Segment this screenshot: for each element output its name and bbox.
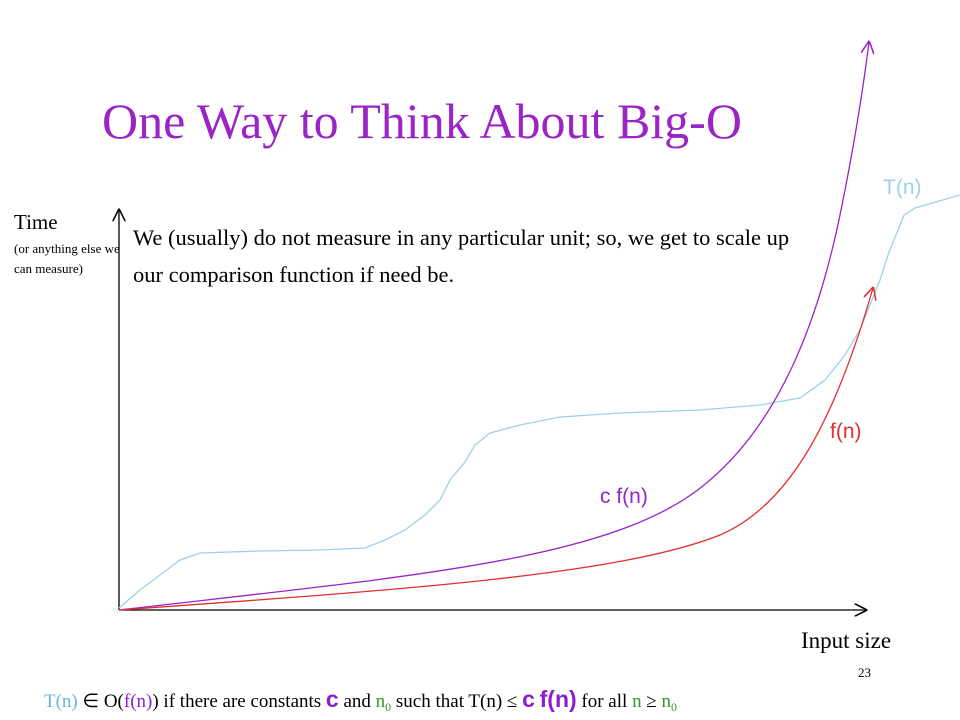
fn-curve-label: f(n) xyxy=(830,420,862,443)
x-axis-label: Input size xyxy=(801,628,892,653)
formula-n0: n0 xyxy=(375,691,392,714)
cfn-curve xyxy=(118,42,869,611)
formula-and: and xyxy=(338,691,376,712)
formula-n: n xyxy=(632,691,642,712)
formula-in-o: ∈ O( xyxy=(77,691,124,712)
formula-n0-base: n xyxy=(375,691,386,712)
formula-n0-end-base: n xyxy=(661,691,672,712)
page-number: 23 xyxy=(858,665,871,680)
slide-title: One Way to Think About Big-O xyxy=(102,93,742,149)
formula-n0-sub: 0 xyxy=(385,700,392,714)
big-o-definition: T(n) ∈ O(f(n)) if there are constants c … xyxy=(44,686,677,715)
tn-curve xyxy=(118,194,960,609)
formula-n0-end: n0 xyxy=(661,691,678,714)
formula-text-2: such that T(n) ≤ xyxy=(391,691,523,712)
scaling-note: We (usually) do not measure in any parti… xyxy=(133,225,790,287)
formula-text-1: ) if there are constants xyxy=(152,691,326,712)
formula-c-constant: c xyxy=(325,686,339,712)
formula-fn-bound: f(n) xyxy=(539,686,577,712)
formula-n0-end-sub: 0 xyxy=(671,700,677,714)
fn-curve xyxy=(118,288,873,611)
formula-for-all: for all xyxy=(576,691,633,712)
formula-tn: T(n) xyxy=(44,691,78,712)
y-axis-label: Time xyxy=(14,210,58,234)
y-axis-sublabel: (or anything else we can measure) xyxy=(14,241,120,276)
formula-geq: ≥ xyxy=(641,691,662,712)
formula-c-mult: c xyxy=(522,686,535,712)
tn-curve-label: T(n) xyxy=(883,176,922,199)
formula-fn: f(n) xyxy=(123,691,153,712)
cfn-curve-label: c f(n) xyxy=(600,485,648,508)
